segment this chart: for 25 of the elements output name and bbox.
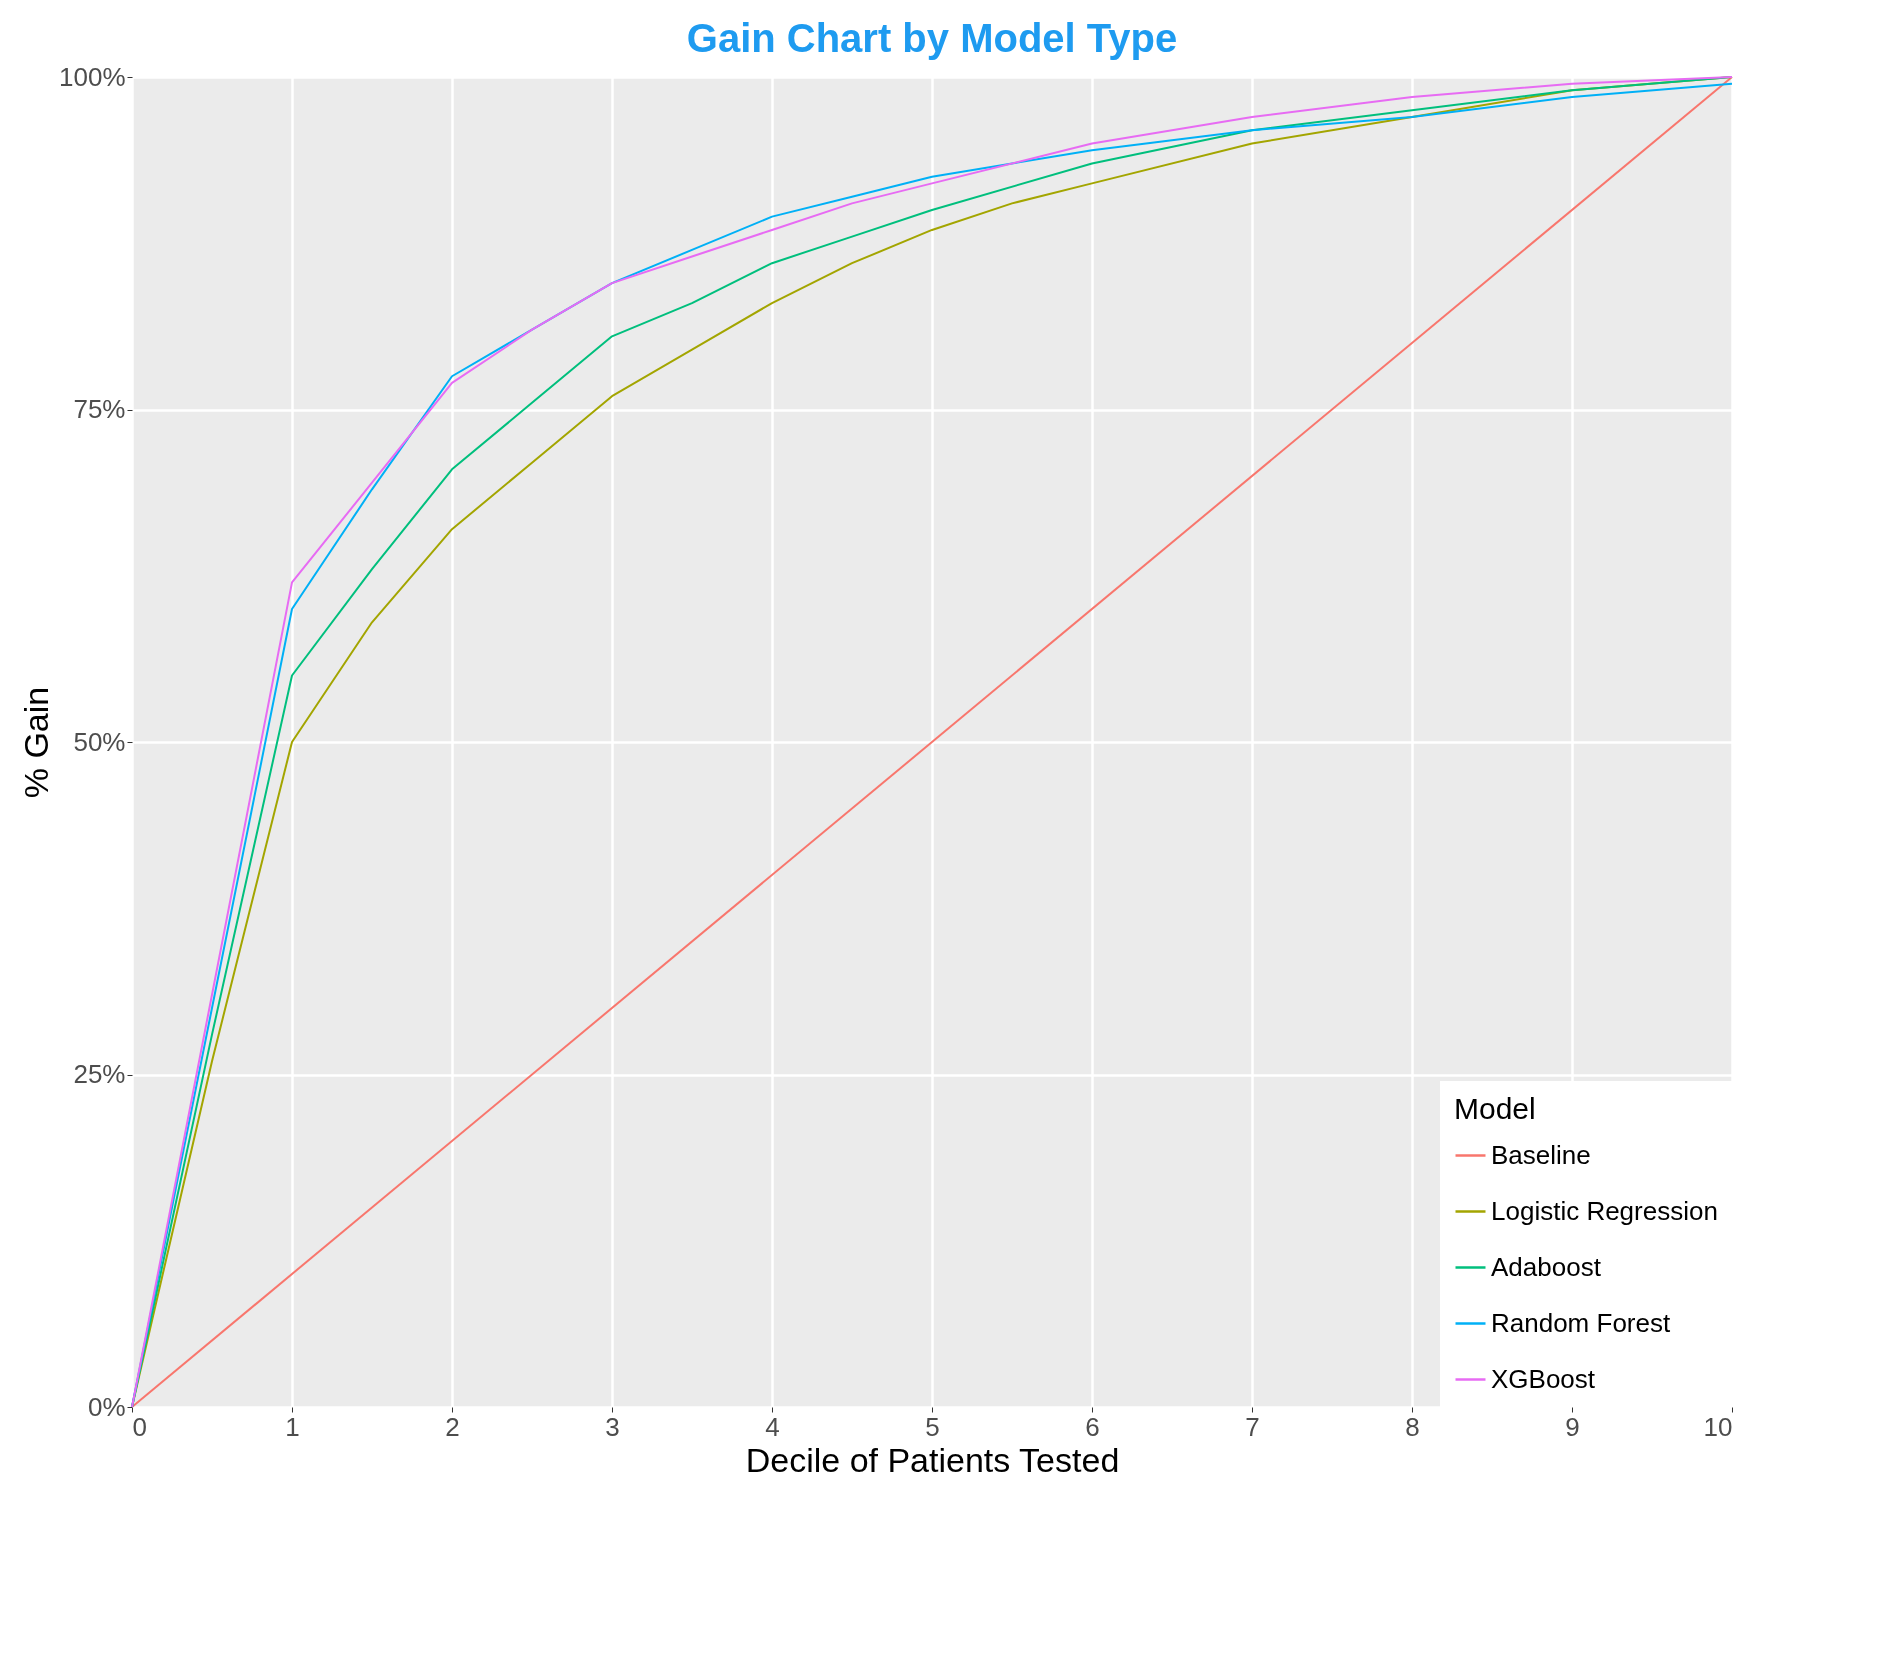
legend-label: Adaboost: [1491, 1251, 1602, 1282]
legend-label: XGBoost: [1491, 1363, 1596, 1394]
y-tick-label: 50%: [73, 726, 126, 757]
y-tick-label: 0%: [87, 1391, 126, 1422]
x-tick-label: 8: [1405, 1411, 1420, 1442]
y-tick-label: 75%: [73, 394, 126, 424]
x-tick-label: 7: [1245, 1411, 1260, 1442]
y-axis-title: % Gain: [17, 686, 55, 799]
chart-title: Gain Chart by Model Type: [686, 16, 1178, 60]
x-axis-title: Decile of Patients Tested: [745, 1440, 1120, 1479]
x-tick-label: 2: [445, 1411, 460, 1442]
x-tick-label: 3: [605, 1411, 620, 1442]
x-tick-label: 4: [765, 1411, 780, 1442]
legend-label: Random Forest: [1491, 1307, 1671, 1338]
legend-title: Model: [1454, 1092, 1536, 1125]
legend-label: Logistic Regression: [1491, 1195, 1718, 1226]
x-tick-label: 5: [925, 1411, 940, 1442]
x-tick-label: 10: [1703, 1411, 1733, 1442]
y-tick-label: 25%: [73, 1059, 126, 1089]
x-tick-label: 6: [1085, 1411, 1100, 1442]
x-tick-label: 0: [132, 1411, 147, 1442]
y-tick-label: 100%: [59, 61, 126, 92]
legend-label: Baseline: [1491, 1139, 1591, 1170]
x-tick-label: 1: [285, 1411, 300, 1442]
x-tick-label: 9: [1565, 1411, 1580, 1442]
